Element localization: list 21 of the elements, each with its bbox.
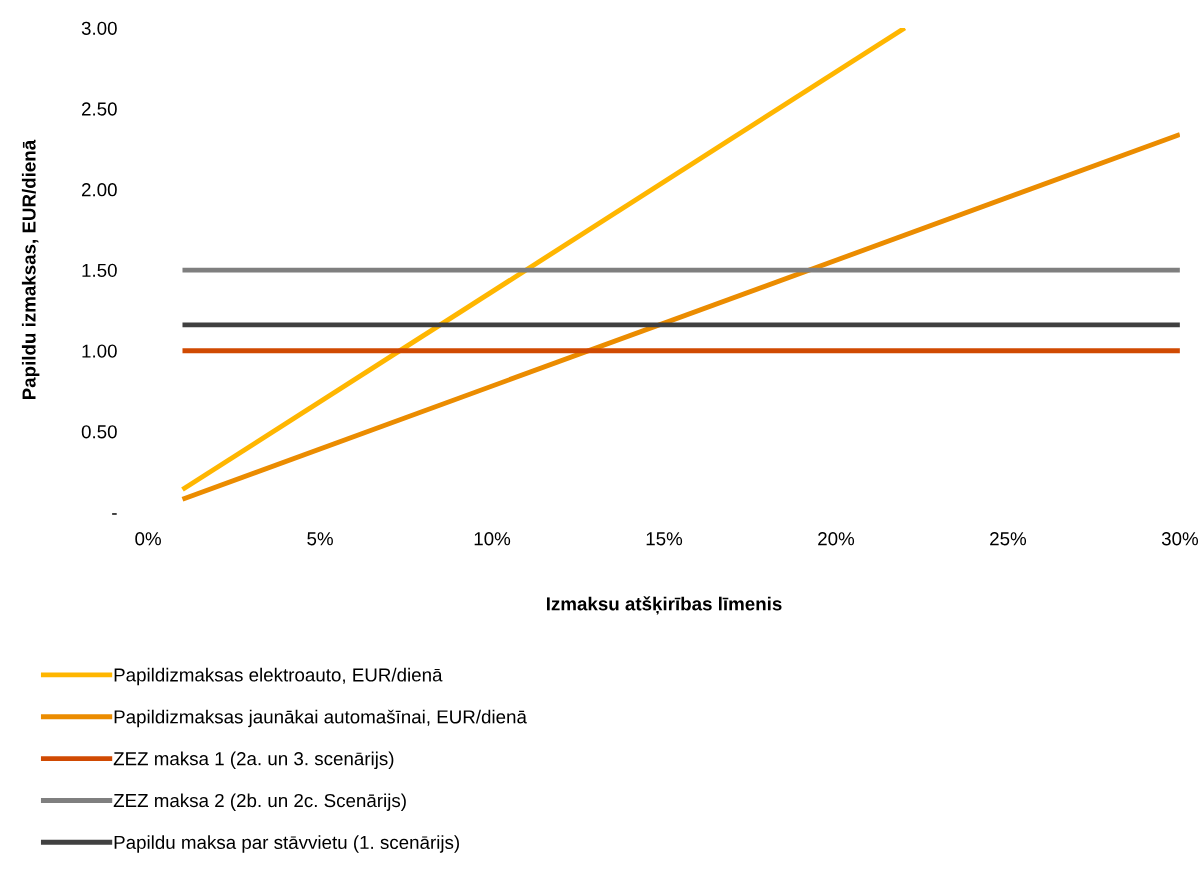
- x-tick-label: 20%: [818, 532, 855, 546]
- y-tick-label: -: [112, 513, 117, 515]
- legend-label: ZEZ maksa 2 (2b. un 2c. Scenārijs): [113, 793, 406, 811]
- x-axis-title: Izmaksu atšķirības līmenis: [546, 596, 782, 615]
- x-tick-label: 0%: [135, 532, 161, 546]
- y-tick-label: 1.00: [82, 344, 117, 358]
- x-tick-label: 10%: [474, 532, 511, 546]
- x-tick-label: 25%: [990, 532, 1027, 546]
- y-tick-label: 2.50: [81, 102, 117, 116]
- legend-label: Papildizmaksas elektroauto, EUR/dienā: [114, 667, 443, 686]
- y-tick-label: 2.00: [81, 183, 117, 197]
- y-tick-label: 0.50: [81, 425, 117, 439]
- x-tick-label: 15%: [646, 532, 683, 546]
- y-tick-label: 3.00: [81, 21, 117, 35]
- x-tick-label: 30%: [1161, 532, 1199, 546]
- legend-label: Papildu maksa par stāvvietu (1. scenārijs): [114, 835, 459, 853]
- y-tick-label: 1.50: [82, 263, 117, 278]
- y-axis-title: Papildu izmaksas, EUR/dienā: [21, 139, 40, 400]
- x-tick-label: 5%: [307, 532, 333, 546]
- legend-label: ZEZ maksa 1 (2a. un 3. scenārijs): [113, 751, 394, 770]
- legend-label: Papildizmaksas jaunākai automašīnai, EUR/dienā: [114, 709, 527, 728]
